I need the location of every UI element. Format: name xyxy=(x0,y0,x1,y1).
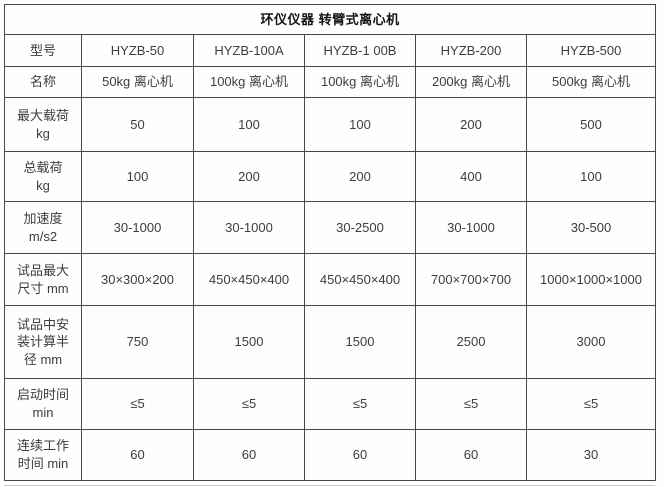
cell-value: 50 xyxy=(81,97,194,152)
cell-value: 100 xyxy=(525,151,657,202)
table-row: 总载荷 kg 100 200 200 400 100 xyxy=(4,151,657,202)
cell-value: 60 xyxy=(415,429,527,481)
cell-value: ≤5 xyxy=(525,378,657,430)
cell-value: 30-2500 xyxy=(304,201,416,254)
cell-value: 50kg 离心机 xyxy=(81,66,194,98)
table-title: 环仪仪器 转臂式离心机 xyxy=(3,4,657,35)
cell-value: 450×450×400 xyxy=(193,253,305,306)
row-label: 连续工作 时间 min xyxy=(4,429,82,481)
cell-value: 3000 xyxy=(525,305,657,379)
cell-value: 200 xyxy=(193,151,305,202)
row-label: 型号 xyxy=(4,34,82,67)
table-row: 试品最大 尺寸 mm 30×300×200 450×450×400 450×450×4… xyxy=(4,253,657,306)
cell-value: 100kg 离心机 xyxy=(193,66,305,98)
row-label: 最大载荷 kg xyxy=(4,97,82,152)
row-label: 试品中安 装计算半 径 mm xyxy=(4,305,82,379)
cell-value: 1000×1000×1000 xyxy=(525,253,657,306)
table-row: 名称 50kg 离心机 100kg 离心机 100kg 离心机 200kg 离心机 500… xyxy=(4,66,657,98)
title-row: 环仪仪器 转臂式离心机 xyxy=(3,4,657,35)
partial-next-row-border xyxy=(4,485,655,486)
cell-value: ≤5 xyxy=(193,378,305,430)
row-label: 名称 xyxy=(4,66,82,98)
cell-value: 400 xyxy=(415,151,527,202)
table-row: 最大载荷 kg 50 100 100 200 500 xyxy=(4,97,657,152)
cell-value: 700×700×700 xyxy=(415,253,527,306)
cell-value: 500kg 离心机 xyxy=(525,66,657,98)
cell-value: ≤5 xyxy=(304,378,416,430)
cell-value: 100kg 离心机 xyxy=(304,66,416,98)
cell-value: 100 xyxy=(193,97,305,152)
cell-value: HYZB-500 xyxy=(525,34,657,67)
cell-value: 30×300×200 xyxy=(81,253,194,306)
cell-value: HYZB-200 xyxy=(415,34,527,67)
row-label: 加速度 m/s2 xyxy=(4,201,82,254)
cell-value: 1500 xyxy=(193,305,305,379)
cell-value: 60 xyxy=(81,429,194,481)
cell-value: ≤5 xyxy=(81,378,194,430)
cell-value: 100 xyxy=(81,151,194,202)
cell-value: 750 xyxy=(81,305,194,379)
cell-value: 200 xyxy=(304,151,416,202)
table-row: 连续工作 时间 min 60 60 60 60 30 xyxy=(4,429,657,481)
cell-value: 30-500 xyxy=(525,201,657,254)
cell-value: 500 xyxy=(525,97,657,152)
cell-value: 30 xyxy=(525,429,657,481)
cell-value: ≤5 xyxy=(415,378,527,430)
cell-value: 2500 xyxy=(415,305,527,379)
cell-value: 1500 xyxy=(304,305,416,379)
cell-value: 200kg 离心机 xyxy=(415,66,527,98)
cell-value: 30-1000 xyxy=(81,201,194,254)
cell-value: 30-1000 xyxy=(193,201,305,254)
cell-value: HYZB-100A xyxy=(193,34,305,67)
spec-table: 环仪仪器 转臂式离心机 型号 HYZB-50 HYZB-100A HYZB-1 00B… xyxy=(3,4,657,481)
cell-value: HYZB-1 00B xyxy=(304,34,416,67)
table-row: 试品中安 装计算半 径 mm 750 1500 1500 2500 3000 xyxy=(4,305,657,379)
cell-value: HYZB-50 xyxy=(81,34,194,67)
cell-value: 60 xyxy=(304,429,416,481)
table-row: 启动时间 min ≤5 ≤5 ≤5 ≤5 ≤5 xyxy=(4,378,657,430)
cell-value: 100 xyxy=(304,97,416,152)
row-label: 启动时间 min xyxy=(4,378,82,430)
cell-value: 60 xyxy=(193,429,305,481)
cell-value: 30-1000 xyxy=(415,201,527,254)
table-row: 加速度 m/s2 30-1000 30-1000 30-2500 30-1000 30-5… xyxy=(4,201,657,254)
row-label: 总载荷 kg xyxy=(4,151,82,202)
table-row: 型号 HYZB-50 HYZB-100A HYZB-1 00B HYZB-200 HYZB… xyxy=(4,34,657,67)
cell-value: 200 xyxy=(415,97,527,152)
cell-value: 450×450×400 xyxy=(304,253,416,306)
row-label: 试品最大 尺寸 mm xyxy=(4,253,82,306)
